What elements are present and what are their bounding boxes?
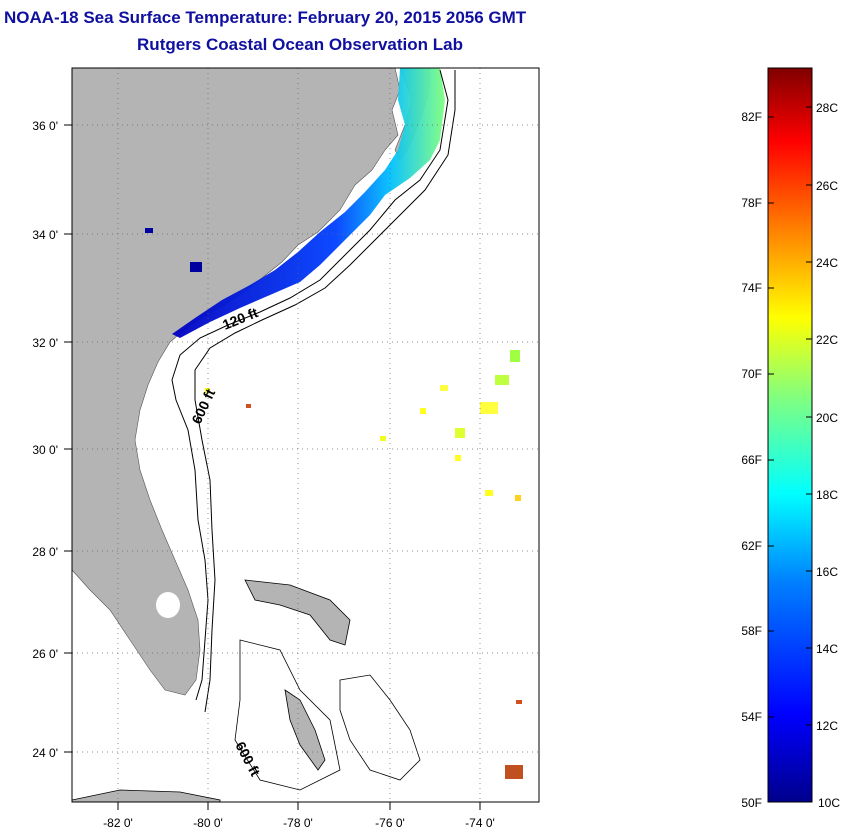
lat-tick-label: 28 0' <box>32 545 58 559</box>
lon-tick-label: -80 0' <box>193 816 223 830</box>
lat-tick-label: 36 0' <box>32 119 58 133</box>
colorbar-c-label: 18C <box>816 488 838 502</box>
colorbar-f-label: 66F <box>741 453 762 467</box>
sst-patches-offshore <box>205 350 523 779</box>
colorbar-c-label: 14C <box>816 642 838 656</box>
colorbar-f-label: 78F <box>741 196 762 210</box>
lat-tick-label: 24 0' <box>32 746 58 760</box>
lon-tick-label: -74 0' <box>465 816 495 830</box>
colorbar-c-label: 26C <box>816 179 838 193</box>
colorbar-c-label: 16C <box>816 565 838 579</box>
colorbar-c-label: 10C <box>818 796 840 810</box>
lat-tick-label: 26 0' <box>32 647 58 661</box>
cuba-north <box>72 789 221 802</box>
map-subtitle: Rutgers Coastal Ocean Observation Lab <box>137 35 463 54</box>
bahamas-bank <box>234 639 341 791</box>
colorbar-f-label: 70F <box>741 367 762 381</box>
colorbar-f-label: 82F <box>741 110 762 124</box>
colorbar-f-label: 54F <box>741 710 762 724</box>
colorbar-c-label: 22C <box>816 333 838 347</box>
colorbar <box>767 67 813 803</box>
sst-band-north <box>172 68 445 338</box>
colorbar-c-label: 12C <box>816 719 838 733</box>
lon-tick-label: -76 0' <box>375 816 405 830</box>
colorbar-c-label: 28C <box>816 101 838 115</box>
land-mainland <box>72 68 401 696</box>
lon-tick-label: -82 0' <box>103 816 133 830</box>
frame-ticks <box>64 124 481 810</box>
colorbar-f-label: 62F <box>741 539 762 553</box>
bahamas-bank-2 <box>339 674 421 781</box>
colorbar-c-label: 20C <box>816 411 838 425</box>
land-bahamas-2 <box>284 689 326 771</box>
land-bahamas-1 <box>244 579 351 646</box>
lat-tick-label: 34 0' <box>32 228 58 242</box>
colorbar-f-label: 74F <box>741 281 762 295</box>
colorbar-f-label: 50F <box>741 796 762 810</box>
lat-tick-label: 30 0' <box>32 443 58 457</box>
map-frame <box>71 67 540 803</box>
colorbar-c-label: 24C <box>816 256 838 270</box>
map-title: NOAA-18 Sea Surface Temperature: Februar… <box>4 8 527 27</box>
colorbar-ticks <box>768 106 812 726</box>
contour-600ft <box>194 70 456 713</box>
lat-tick-label: 32 0' <box>32 336 58 350</box>
contour-120ft <box>171 69 449 701</box>
lon-tick-label: -78 0' <box>283 816 313 830</box>
colorbar-f-label: 58F <box>741 624 762 638</box>
